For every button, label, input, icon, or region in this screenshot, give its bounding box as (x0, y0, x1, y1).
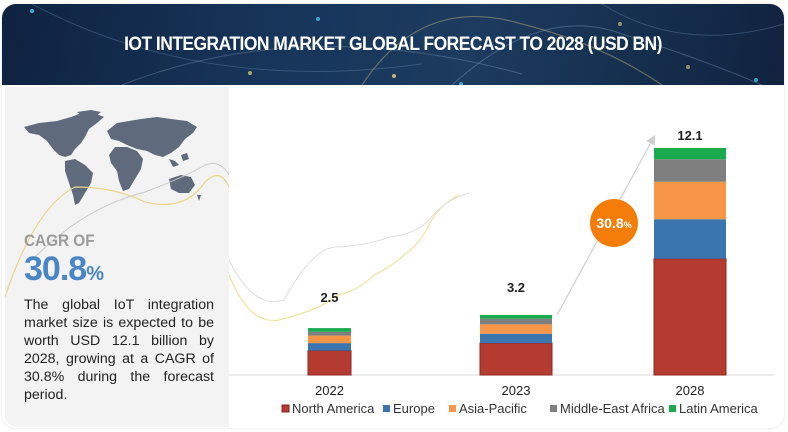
legend-label: Latin America (679, 401, 759, 416)
world-map-icon (24, 110, 201, 205)
cagr-badge-number: 30.8 (596, 215, 623, 231)
x-tick-label-2022: 2022 (315, 383, 344, 398)
bar-segment-europe-2023 (480, 333, 552, 344)
total-label-2022: 2.5 (320, 290, 338, 305)
bar-segment-europe-2022 (308, 343, 351, 351)
header-banner: IOT INTEGRATION MARKET GLOBAL FORECAST T… (2, 4, 784, 85)
bar-segment-asia-pacific-2023 (480, 324, 552, 334)
trend-curves-decoration (5, 162, 229, 298)
bar-segment-middle-east-africa-2023 (480, 318, 552, 325)
bar-segment-north-america-2023 (479, 342, 553, 376)
background-curve-gray (229, 192, 470, 303)
x-tick-label-2028: 2028 (676, 383, 705, 398)
cagr-badge-label: 30.8% (596, 215, 631, 231)
cagr-badge-unit: % (624, 220, 632, 230)
bar-group-2022: 2.5 2022 (307, 290, 352, 398)
x-tick-label-2023: 2023 (502, 383, 531, 398)
legend-item-latin-america: Latin America (669, 401, 759, 416)
cagr-unit: % (86, 263, 104, 285)
infographic-frame: IOT INTEGRATION MARKET GLOBAL FORECAST T… (2, 4, 784, 428)
market-description: The global IoT integration market size i… (24, 297, 214, 403)
cagr-label: CAGR OF (24, 231, 95, 250)
bar-segment-asia-pacific-2022 (308, 335, 351, 344)
bar-segment-north-america-2028 (653, 258, 727, 376)
background-curve-yellow (229, 194, 460, 322)
total-label-2028: 12.1 (677, 128, 702, 143)
bar-segment-europe-2028 (654, 219, 726, 259)
bar-segment-latin-america-2023 (480, 314, 552, 319)
legend-label: Europe (393, 401, 435, 416)
network-lines-decoration (30, 4, 784, 85)
cagr-number: 30.8 (24, 250, 87, 288)
summary-panel: CAGR OF 30.8% The global IoT integration… (5, 87, 229, 427)
legend-item-north-america: North America (281, 401, 375, 416)
legend-label: North America (292, 401, 375, 416)
cagr-value: 30.8% (24, 250, 104, 289)
legend-swatch (383, 405, 390, 412)
total-label-2023: 3.2 (507, 280, 525, 295)
legend-item-europe: Europe (383, 401, 435, 416)
legend-swatch (449, 405, 456, 412)
legend-swatch (550, 405, 557, 412)
bar-group-2023: 3.2 2023 (479, 280, 553, 398)
bar-segment-middle-east-africa-2022 (308, 331, 351, 336)
cagr-badge (590, 199, 638, 247)
chart-title: IOT INTEGRATION MARKET GLOBAL FORECAST T… (124, 33, 662, 55)
legend-label: Middle-East Africa (560, 401, 666, 416)
bar-segment-latin-america-2022 (308, 328, 351, 332)
legend-swatch (669, 405, 676, 412)
bar-group-2028: 12.1 2028 (653, 128, 727, 398)
legend-item-middle-east-africa: Middle-East Africa (550, 401, 666, 416)
legend-label: Asia-Pacific (459, 401, 527, 416)
bar-segment-middle-east-africa-2028 (654, 159, 726, 182)
legend-swatch (281, 404, 290, 413)
legend-item-asia-pacific: Asia-Pacific (449, 401, 527, 416)
bar-segment-latin-america-2028 (654, 148, 726, 160)
bar-segment-asia-pacific-2028 (654, 181, 726, 220)
bar-segment-north-america-2022 (307, 350, 352, 376)
stacked-bar-chart: 2.5 2022 3.2 2023 12.1 2028 30.8% North Ameri… (229, 128, 774, 416)
